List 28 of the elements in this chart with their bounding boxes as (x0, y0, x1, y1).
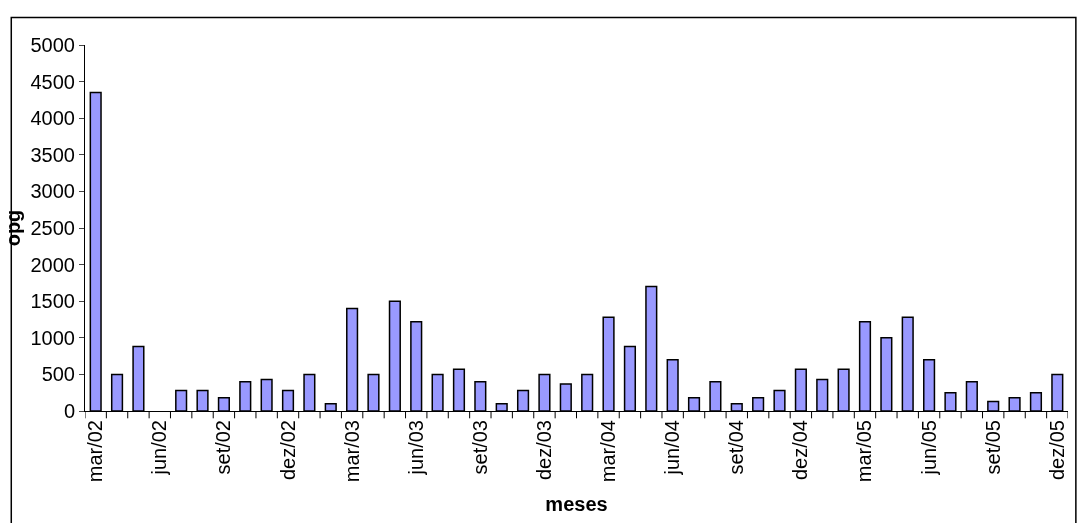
y-tick-label: 3500 (30, 143, 75, 166)
y-tick-label: 5000 (30, 34, 75, 56)
x-tick-label: set/03 (468, 420, 491, 475)
y-tick-label: 1500 (30, 290, 75, 313)
y-tick-label: 1000 (30, 326, 75, 349)
y-tick-label: 500 (41, 363, 75, 386)
x-tick-label: mar/02 (84, 420, 107, 483)
x-tick-label: jun/02 (148, 420, 171, 476)
y-tick-label: 4500 (30, 70, 75, 93)
x-tick-label: dez/03 (532, 420, 555, 481)
x-tick-label: dez/02 (276, 420, 299, 481)
x-tick-label: dez/05 (1045, 420, 1068, 481)
x-tick-label: jun/03 (404, 420, 427, 476)
y-tick-label: 0 (63, 400, 75, 422)
x-tick-label: dez/04 (789, 420, 812, 481)
y-tick-label: 3000 (30, 180, 75, 203)
x-tick-label: mar/04 (597, 420, 620, 483)
x-tick-label: mar/03 (340, 420, 363, 483)
y-tick-label: 4000 (30, 107, 75, 130)
x-tick-label: jun/05 (917, 420, 940, 476)
x-axis-title: meses (545, 492, 608, 515)
x-tick-label: set/04 (725, 420, 748, 475)
y-tick-label: 2000 (30, 253, 75, 276)
x-tick-label: set/05 (981, 420, 1004, 475)
x-tick-label: jun/04 (661, 420, 684, 476)
x-tick-label: mar/05 (853, 420, 876, 483)
x-tick-label: set/02 (212, 420, 235, 475)
y-tick-label: 2500 (30, 217, 75, 239)
